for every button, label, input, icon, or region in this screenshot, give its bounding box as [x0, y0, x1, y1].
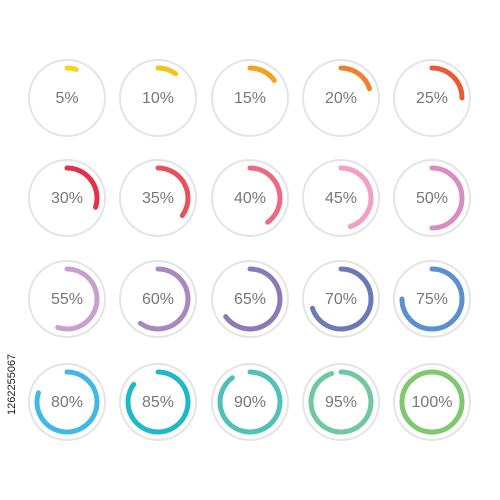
gauge-label: 40%	[234, 190, 266, 207]
gauge-track	[119, 260, 197, 338]
gauge-track	[119, 159, 197, 237]
gauge-label: 60%	[142, 291, 174, 308]
gauge-track	[28, 363, 106, 441]
gauge-track	[393, 59, 471, 137]
gauge-track	[302, 59, 380, 137]
gauge-arc	[55, 266, 100, 332]
gauge-arc	[34, 369, 100, 435]
gauge-arc	[338, 65, 373, 92]
gauge-arc	[247, 165, 283, 225]
gauge-arc	[223, 266, 283, 332]
gauge-track	[211, 260, 289, 338]
gauge-track	[211, 363, 289, 441]
gauge-track	[302, 260, 380, 338]
gauge-track	[211, 59, 289, 137]
gauge-track	[302, 363, 380, 441]
gauge-track	[28, 159, 106, 237]
stock-id: 1262255067	[6, 354, 18, 415]
gauge-track	[393, 260, 471, 338]
gauge-track	[393, 159, 471, 237]
gauge-track	[211, 159, 289, 237]
gauge-label: 80%	[51, 394, 83, 411]
gauge-track	[393, 363, 471, 441]
gauge-arc	[137, 266, 191, 332]
gauge-arc	[155, 165, 191, 219]
gauge-arc	[309, 266, 374, 332]
gauge-track	[119, 59, 197, 137]
gauge-label: 55%	[51, 291, 83, 308]
gauge-arc	[399, 266, 465, 332]
gauge-label: 30%	[51, 190, 83, 207]
gauge-label: 10%	[142, 90, 174, 107]
gauge-label: 75%	[416, 291, 448, 308]
gauge-label: 95%	[325, 394, 357, 411]
gauge-label: 35%	[142, 190, 174, 207]
gauge-label: 50%	[416, 190, 448, 207]
gauge-label: 15%	[234, 90, 266, 107]
gauge-label: 5%	[55, 90, 78, 107]
gauge-label: 45%	[325, 190, 357, 207]
gauge-arc	[64, 65, 79, 72]
gauge-track	[119, 363, 197, 441]
gauge-arc	[338, 165, 374, 230]
gauge-arc	[125, 369, 191, 435]
gauge-arc	[247, 65, 277, 83]
gauge-arc	[308, 369, 374, 435]
gauge-arc	[429, 165, 465, 231]
gauge-label: 85%	[142, 394, 174, 411]
gauge-label: 90%	[234, 394, 266, 411]
gauge-track	[28, 59, 106, 137]
gauge-label: 65%	[234, 291, 266, 308]
gauge-label: 20%	[325, 90, 357, 107]
gauge-arc	[155, 65, 179, 77]
gauge-arc	[399, 369, 465, 435]
gauge-track	[28, 260, 106, 338]
gauge-label: 70%	[325, 291, 357, 308]
gauge-label: 25%	[416, 90, 448, 107]
gauge-track	[302, 159, 380, 237]
gauge-arc	[64, 165, 100, 210]
gauge-arc	[429, 65, 465, 101]
gauge-label: 100%	[412, 394, 453, 411]
gauge-arc	[217, 369, 283, 435]
